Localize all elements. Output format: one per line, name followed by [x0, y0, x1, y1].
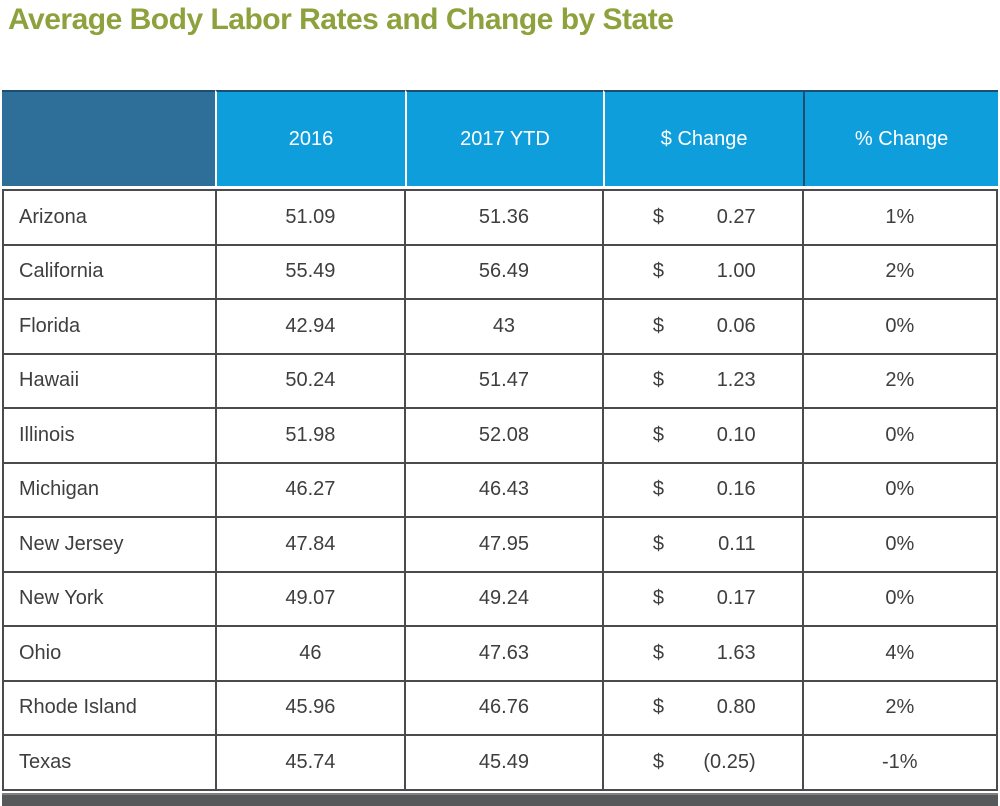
rate-2017-ytd-cell: 52.08 [405, 408, 603, 463]
rate-2017-ytd-cell: 47.95 [405, 517, 603, 572]
state-cell: Hawaii [3, 353, 216, 408]
rate-2016-cell: 45.74 [215, 735, 406, 790]
dollar-change-amount: (0.25) [703, 750, 756, 773]
percent-change-cell: 0% [802, 517, 997, 572]
dollar-change-cell: $ 0.17 [602, 571, 803, 626]
dollar-change-cell: $ 1.23 [602, 353, 803, 408]
state-cell: New Jersey [3, 517, 216, 572]
dollar-sign: $ [652, 750, 664, 773]
dollar-change-cell: $ 0.11 [602, 517, 803, 572]
dollar-sign: $ [652, 696, 664, 719]
dollar-change-cell: $ 0.27 [602, 190, 803, 245]
percent-change-cell: 0% [802, 299, 997, 354]
dollar-change-amount: 1.63 [716, 641, 756, 664]
table-row: Rhode Island 45.96 46.76 $ 0.80 2% [3, 680, 997, 735]
dollar-change-amount: 1.23 [716, 369, 756, 392]
dollar-sign: $ [652, 478, 664, 501]
percent-change-cell: 2% [802, 244, 997, 299]
dollar-change-cell: $ (0.25) [602, 735, 803, 790]
dollar-sign: $ [652, 314, 664, 337]
bottom-bar [2, 792, 998, 806]
state-cell: Florida [3, 299, 216, 354]
state-cell: Michigan [3, 462, 216, 517]
dollar-change-amount: 1.00 [716, 260, 756, 283]
dollar-sign: $ [652, 423, 664, 446]
header-cell-2017-ytd: 2017 YTD [404, 90, 604, 186]
rate-2017-ytd-cell: 45.49 [405, 735, 603, 790]
rate-2016-cell: 55.49 [215, 244, 406, 299]
rate-2016-cell: 42.94 [215, 299, 406, 354]
percent-change-cell: 2% [802, 353, 997, 408]
dollar-sign: $ [652, 260, 664, 283]
table-row: Hawaii 50.24 51.47 $ 1.23 2% [3, 353, 997, 408]
rate-2016-cell: 45.96 [215, 680, 406, 735]
percent-change-cell: 1% [802, 190, 997, 245]
rate-2017-ytd-cell: 49.24 [405, 571, 603, 626]
dollar-change-amount: 0.27 [716, 205, 756, 228]
dollar-change-amount: 0.17 [716, 587, 756, 610]
dollar-sign: $ [652, 205, 664, 228]
table-row: Michigan 46.27 46.43 $ 0.16 0% [3, 462, 997, 517]
rate-2017-ytd-cell: 51.36 [405, 190, 603, 245]
table-header-row: 2016 2017 YTD $ Change % Change [2, 90, 998, 186]
header-cell-percent-change: % Change [803, 90, 998, 186]
dollar-change-cell: $ 0.06 [602, 299, 803, 354]
table-row: New York 49.07 49.24 $ 0.17 0% [3, 571, 997, 626]
percent-change-cell: 4% [802, 626, 997, 681]
dollar-change-amount: 0.16 [716, 478, 756, 501]
rate-2016-cell: 46.27 [215, 462, 406, 517]
rate-2017-ytd-cell: 56.49 [405, 244, 603, 299]
table-row: Ohio 46 47.63 $ 1.63 4% [3, 626, 997, 681]
rate-2016-cell: 50.24 [215, 353, 406, 408]
percent-change-cell: 0% [802, 571, 997, 626]
rate-2017-ytd-cell: 47.63 [405, 626, 603, 681]
dollar-change-cell: $ 0.10 [602, 408, 803, 463]
state-cell: Texas [3, 735, 216, 790]
state-cell: Ohio [3, 626, 216, 681]
page-title: Average Body Labor Rates and Change by S… [8, 3, 674, 36]
dollar-change-amount: 0.11 [718, 532, 756, 555]
dollar-sign: $ [652, 532, 664, 555]
rate-2016-cell: 51.09 [215, 190, 406, 245]
state-cell: California [3, 244, 216, 299]
table-row: Texas 45.74 45.49 $ (0.25) -1% [3, 735, 997, 790]
state-cell: Illinois [3, 408, 216, 463]
rate-2016-cell: 51.98 [215, 408, 406, 463]
table-row: New Jersey 47.84 47.95 $ 0.11 0% [3, 517, 997, 572]
dollar-change-cell: $ 1.63 [602, 626, 803, 681]
state-cell: Rhode Island [3, 680, 216, 735]
dollar-sign: $ [652, 587, 664, 610]
rate-2016-cell: 47.84 [215, 517, 406, 572]
rate-2017-ytd-cell: 51.47 [405, 353, 603, 408]
dollar-change-amount: 0.80 [716, 696, 756, 719]
rate-2017-ytd-cell: 46.76 [405, 680, 603, 735]
table-body: Arizona 51.09 51.36 $ 0.27 1% California… [2, 189, 998, 791]
table-row: Illinois 51.98 52.08 $ 0.10 0% [3, 408, 997, 463]
dollar-change-amount: 0.06 [716, 314, 756, 337]
rate-2017-ytd-cell: 46.43 [405, 462, 603, 517]
dollar-change-amount: 0.10 [716, 423, 756, 446]
header-cell-state [2, 90, 216, 186]
rate-2016-cell: 46 [215, 626, 406, 681]
percent-change-cell: -1% [802, 735, 997, 790]
rates-table: 2016 2017 YTD $ Change % Change Arizona … [2, 90, 998, 791]
state-cell: Arizona [3, 190, 216, 245]
rate-2016-cell: 49.07 [215, 571, 406, 626]
table-row: Arizona 51.09 51.36 $ 0.27 1% [3, 190, 997, 245]
dollar-change-cell: $ 1.00 [602, 244, 803, 299]
table-row: California 55.49 56.49 $ 1.00 2% [3, 244, 997, 299]
percent-change-cell: 2% [802, 680, 997, 735]
dollar-change-cell: $ 0.16 [602, 462, 803, 517]
header-cell-dollar-change: $ Change [603, 90, 804, 186]
header-cell-2016: 2016 [215, 90, 405, 186]
percent-change-cell: 0% [802, 462, 997, 517]
percent-change-cell: 0% [802, 408, 997, 463]
dollar-change-cell: $ 0.80 [602, 680, 803, 735]
table-row: Florida 42.94 43 $ 0.06 0% [3, 299, 997, 354]
dollar-sign: $ [652, 369, 664, 392]
rate-2017-ytd-cell: 43 [405, 299, 603, 354]
state-cell: New York [3, 571, 216, 626]
dollar-sign: $ [652, 641, 664, 664]
